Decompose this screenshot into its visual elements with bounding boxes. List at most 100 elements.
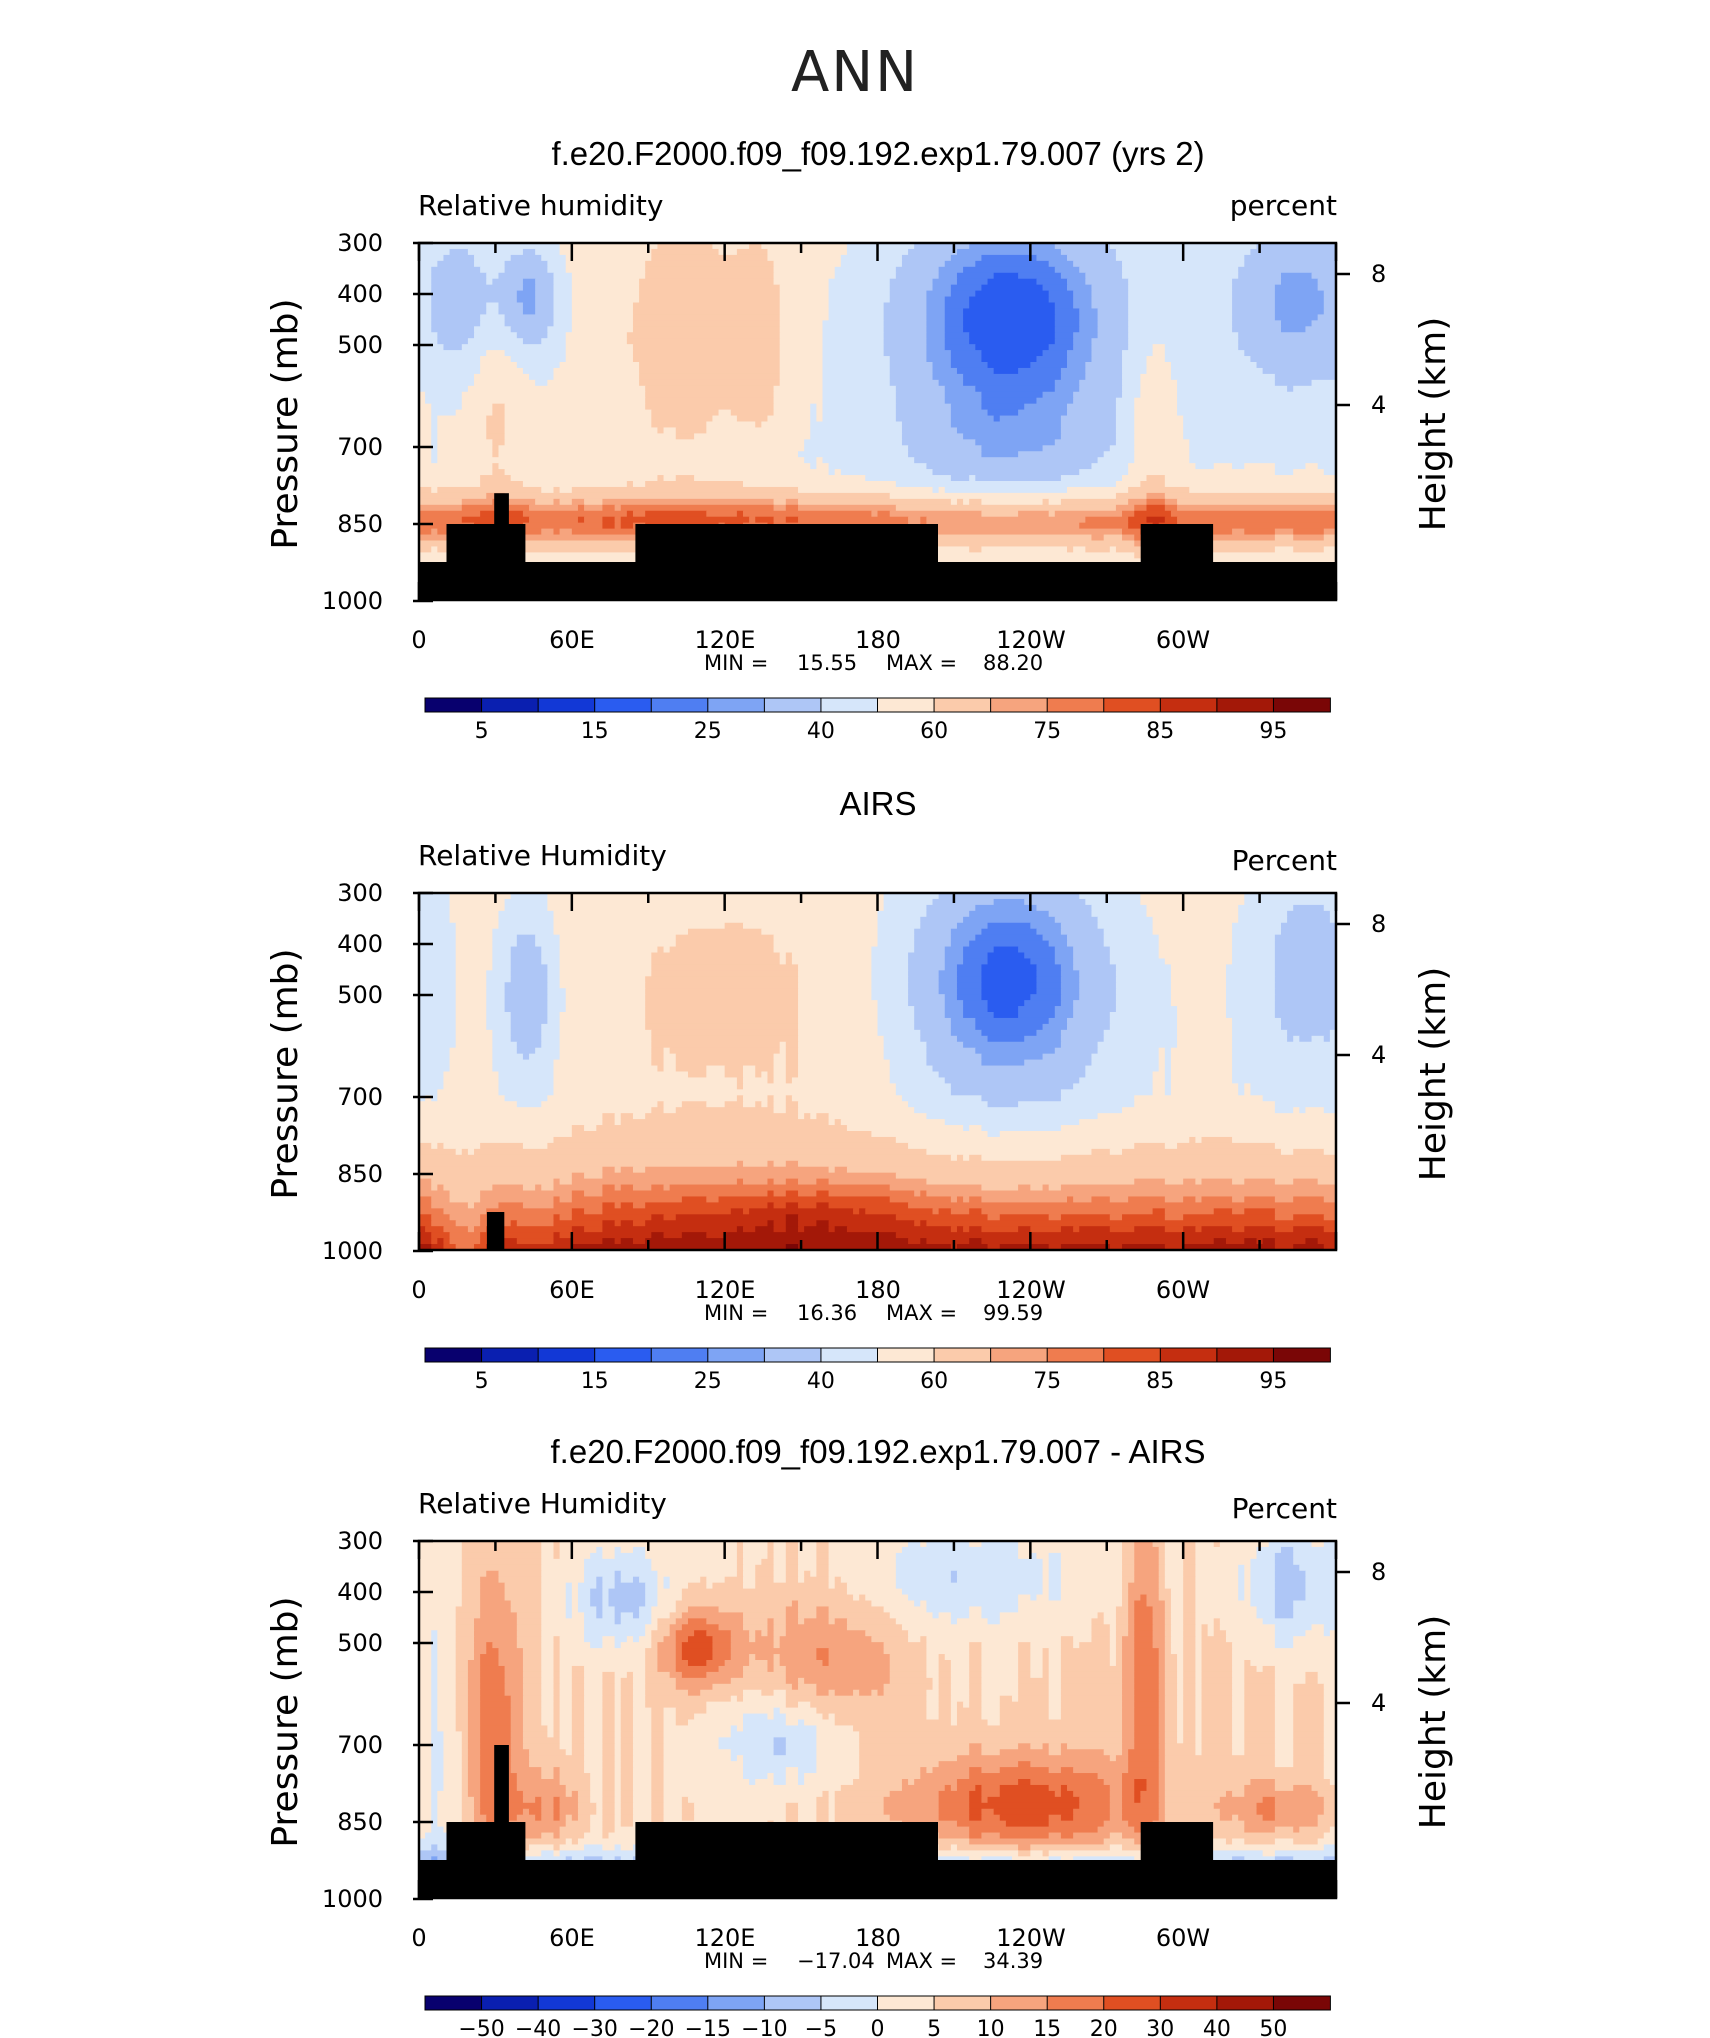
- field-cell: [1060, 1214, 1111, 1221]
- field-cell: [419, 1166, 603, 1174]
- field-cell: [1158, 1761, 1166, 1768]
- field-cell: [480, 356, 512, 363]
- field-cell: [419, 403, 432, 411]
- field-cell: [419, 1671, 432, 1679]
- field-cell: [541, 1671, 555, 1679]
- field-cell: [437, 1808, 463, 1816]
- field-cell: [999, 1244, 1050, 1251]
- field-cell: [522, 1654, 542, 1661]
- field-cell: [1274, 1719, 1294, 1727]
- field-cell: [1073, 946, 1111, 954]
- field-cell: [559, 1636, 585, 1643]
- field-cell: [419, 409, 432, 417]
- field-cell: [749, 1779, 756, 1786]
- field-cell: [1232, 1677, 1245, 1685]
- field-cell: [1274, 1731, 1294, 1738]
- field-cell: [1164, 1796, 1221, 1804]
- field-cell: [785, 1814, 799, 1822]
- field-cell: [1293, 1701, 1325, 1709]
- field-cell: [981, 964, 1038, 971]
- y-tick-label: 850: [337, 510, 383, 538]
- field-cell: [1183, 1713, 1196, 1721]
- field-cell: [883, 320, 927, 327]
- field-cell: [596, 1606, 603, 1613]
- field-cell: [474, 1796, 481, 1804]
- field-cell: [419, 1125, 573, 1132]
- field-cell: [419, 516, 463, 524]
- field-cell: [1268, 1541, 1313, 1548]
- field-cell: [1134, 1226, 1166, 1233]
- field-cell: [1170, 1059, 1233, 1067]
- field-cell: [1232, 290, 1276, 298]
- field-cell: [547, 260, 567, 268]
- field-cell: [590, 1790, 603, 1798]
- field-cell: [736, 1160, 744, 1168]
- field-cell: [828, 1660, 891, 1667]
- field-cell: [1103, 940, 1160, 948]
- field-cell: [1201, 1636, 1227, 1643]
- field-cell: [950, 1196, 958, 1203]
- field-cell: [798, 988, 872, 995]
- field-cell: [1244, 1689, 1276, 1697]
- field-cell: [883, 1648, 927, 1655]
- field-cell: [785, 1053, 799, 1061]
- field-cell: [1256, 1665, 1264, 1673]
- field-cell: [419, 469, 493, 476]
- field-cell: [828, 1564, 897, 1572]
- field-cell: [822, 1713, 830, 1721]
- field-cell: [504, 350, 567, 357]
- field-cell: [620, 522, 634, 530]
- field-cell: [1293, 1761, 1325, 1768]
- field-cell: [1274, 1226, 1294, 1233]
- field-cell: [553, 284, 573, 292]
- field-cell: [718, 1196, 891, 1203]
- field-cell: [798, 1113, 805, 1120]
- field-cell: [1164, 1737, 1178, 1744]
- field-cell: [535, 1047, 561, 1055]
- field-cell: [816, 409, 824, 417]
- field-cell: [1274, 1214, 1294, 1221]
- field-cell: [1287, 1035, 1294, 1043]
- field-cell: [419, 1041, 457, 1049]
- field-cell: [419, 427, 432, 434]
- field-cell: [632, 1814, 652, 1822]
- field-cell: [895, 1214, 989, 1221]
- field-cell: [614, 1808, 622, 1816]
- field-cell: [419, 893, 451, 900]
- field-cell: [504, 1095, 548, 1102]
- field-cell: [1140, 1790, 1160, 1798]
- field-cell: [767, 1190, 775, 1198]
- field-cell: [1323, 904, 1337, 912]
- field-cell: [651, 1784, 665, 1792]
- y-tick-label: 400: [337, 930, 383, 958]
- field-cell: [1122, 379, 1141, 387]
- field-cell: [431, 409, 457, 417]
- field-cell: [467, 1731, 481, 1738]
- field-cell: [1115, 254, 1245, 262]
- field-cell: [1048, 1564, 1062, 1572]
- field-cell: [1293, 904, 1325, 912]
- field-cell: [798, 1541, 817, 1548]
- field-cell: [785, 1107, 799, 1114]
- field-cell: [785, 1546, 799, 1554]
- field-cell: [553, 1077, 738, 1084]
- field-cell: [522, 1790, 567, 1798]
- field-cell: [938, 1660, 952, 1667]
- field-cell: [914, 1220, 921, 1227]
- field-cell: [559, 486, 573, 494]
- field-cell: [1115, 1654, 1123, 1661]
- field-cell: [920, 1220, 927, 1227]
- field-cell: [1115, 976, 1172, 983]
- field-cell: [522, 1743, 561, 1750]
- field-cell: [632, 320, 781, 327]
- field-cell: [553, 1552, 561, 1560]
- field-cell: [1134, 1101, 1276, 1108]
- field-cell: [602, 1576, 616, 1584]
- field-cell: [419, 284, 432, 292]
- field-cell: [584, 1731, 603, 1738]
- field-cell: [559, 1053, 652, 1061]
- field-cell: [1109, 1226, 1135, 1233]
- field-cell: [798, 1767, 817, 1774]
- field-cell: [443, 1208, 487, 1215]
- field-cell: [969, 1856, 983, 1863]
